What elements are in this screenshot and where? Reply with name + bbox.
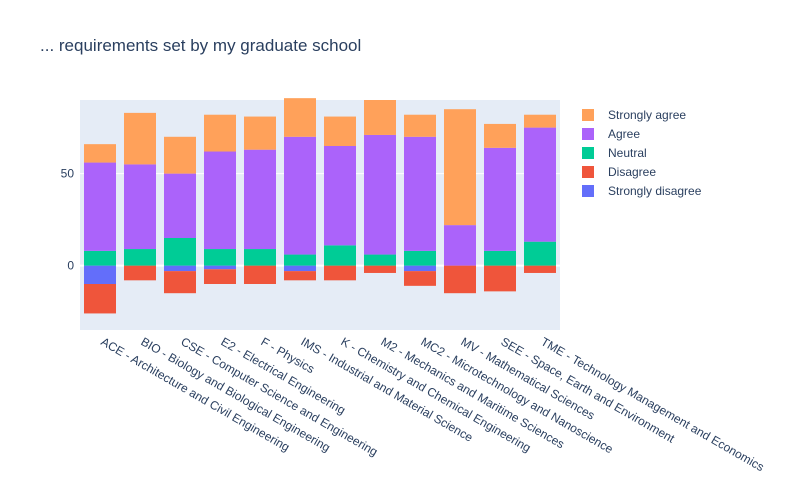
bar-segment[interactable] — [284, 254, 316, 266]
bar-segment[interactable] — [404, 250, 436, 266]
bar-segment[interactable] — [284, 136, 316, 255]
gridlines — [80, 173, 560, 267]
legend-item[interactable]: Strongly agree — [582, 108, 686, 122]
legend-label: Strongly agree — [608, 108, 686, 122]
bar-segment[interactable] — [84, 284, 116, 314]
bar-segment[interactable] — [484, 250, 516, 266]
bar-segment[interactable] — [484, 123, 516, 148]
bar-segment[interactable] — [404, 265, 436, 272]
plot-area — [80, 100, 560, 330]
legend-swatch — [582, 128, 594, 140]
legend-label: Agree — [608, 127, 640, 141]
bar-segment[interactable] — [404, 271, 436, 286]
bar-segment[interactable] — [324, 245, 356, 266]
legend-swatch — [582, 147, 594, 159]
bar-segment[interactable] — [244, 265, 276, 284]
bar-segment[interactable] — [244, 149, 276, 250]
bar-segment[interactable] — [324, 116, 356, 146]
y-axis-ticks: 0 50 — [61, 167, 75, 273]
legend-item[interactable]: Disagree — [582, 165, 656, 179]
legend-swatch — [582, 109, 594, 121]
bar-segment[interactable] — [204, 249, 236, 266]
bar-segment[interactable] — [124, 112, 156, 165]
bars — [84, 98, 556, 314]
bar-segment[interactable] — [84, 144, 116, 163]
bar-segment[interactable] — [244, 249, 276, 266]
bar-segment[interactable] — [444, 109, 476, 226]
bar-segment[interactable] — [524, 114, 556, 128]
bar-segment[interactable] — [284, 98, 316, 137]
legend-item[interactable]: Strongly disagree — [582, 184, 702, 198]
legend-label: Strongly disagree — [608, 184, 702, 198]
bar-segment[interactable] — [84, 265, 116, 284]
bar-segment[interactable] — [324, 265, 356, 281]
bar-segment[interactable] — [444, 225, 476, 266]
legend: Strongly agree Agree Neutral Disagree Strong… — [582, 108, 702, 198]
bar-segment[interactable] — [364, 100, 396, 135]
x-axis-ticks: ACE - Architecture and Civil Engineering… — [99, 334, 767, 474]
bar-segment[interactable] — [204, 151, 236, 250]
bar-segment[interactable] — [404, 114, 436, 137]
legend-swatch — [582, 166, 594, 178]
bar-segment[interactable] — [524, 241, 556, 266]
legend-label: Disagree — [608, 165, 656, 179]
bar-segment[interactable] — [124, 164, 156, 250]
bar-segment[interactable] — [164, 173, 196, 238]
bar-segment[interactable] — [124, 249, 156, 266]
bar-segment[interactable] — [284, 271, 316, 281]
bar-segment[interactable] — [164, 265, 196, 272]
y-tick-label: 0 — [67, 259, 74, 273]
bar-segment[interactable] — [164, 271, 196, 294]
bar-segment[interactable] — [204, 269, 236, 284]
bar-segment[interactable] — [404, 136, 436, 251]
bar-segment[interactable] — [364, 265, 396, 273]
y-tick-label: 50 — [61, 167, 75, 181]
bar-segment[interactable] — [524, 265, 556, 273]
legend-label: Neutral — [608, 146, 647, 160]
bar-segment[interactable] — [84, 250, 116, 266]
legend-item[interactable]: Neutral — [582, 146, 647, 160]
chart-title: ... requirements set by my graduate scho… — [40, 36, 361, 55]
bar-segment[interactable] — [324, 146, 356, 246]
bar-segment[interactable] — [244, 116, 276, 150]
bar-segment[interactable] — [444, 265, 476, 294]
bar-segment[interactable] — [204, 265, 236, 270]
bar-segment[interactable] — [84, 162, 116, 251]
bar-segment[interactable] — [164, 136, 196, 174]
bar-segment[interactable] — [164, 238, 196, 266]
bar-segment[interactable] — [484, 147, 516, 251]
bar-segment[interactable] — [484, 265, 516, 292]
bar-segment[interactable] — [204, 114, 236, 152]
bar-segment[interactable] — [364, 254, 396, 266]
bar-segment[interactable] — [284, 265, 316, 272]
bar-segment[interactable] — [124, 265, 156, 281]
legend-item[interactable]: Agree — [582, 127, 640, 141]
bar-segment[interactable] — [524, 127, 556, 242]
legend-swatch — [582, 185, 594, 197]
bar-segment[interactable] — [364, 134, 396, 255]
